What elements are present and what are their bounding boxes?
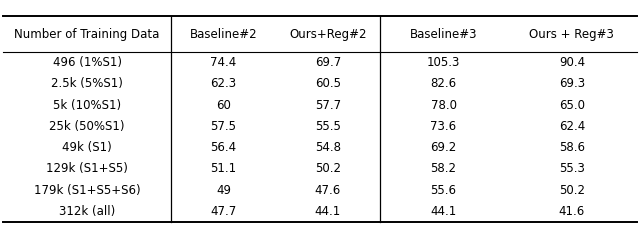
Text: Baseline#2: Baseline#2 — [189, 27, 257, 41]
Text: 44.1: 44.1 — [315, 205, 341, 218]
Text: 179k (S1+S5+S6): 179k (S1+S5+S6) — [34, 184, 140, 197]
Text: 2.5k (5%S1): 2.5k (5%S1) — [51, 77, 123, 90]
Text: 50.2: 50.2 — [559, 184, 585, 197]
Text: 49: 49 — [216, 184, 231, 197]
Text: 57.5: 57.5 — [211, 120, 236, 133]
Text: 58.2: 58.2 — [431, 162, 456, 175]
Text: 5k (10%S1): 5k (10%S1) — [53, 99, 121, 112]
Text: 78.0: 78.0 — [431, 99, 456, 112]
Text: 82.6: 82.6 — [431, 77, 456, 90]
Text: 56.4: 56.4 — [211, 141, 236, 154]
Text: 312k (all): 312k (all) — [59, 205, 115, 218]
Text: Baseline#3: Baseline#3 — [410, 27, 477, 41]
Text: 47.7: 47.7 — [211, 205, 237, 218]
Text: 50.2: 50.2 — [315, 162, 341, 175]
Text: 62.4: 62.4 — [559, 120, 585, 133]
Text: 51.1: 51.1 — [211, 162, 236, 175]
Text: 69.2: 69.2 — [431, 141, 457, 154]
Text: 60: 60 — [216, 99, 231, 112]
Text: Ours + Reg#3: Ours + Reg#3 — [529, 27, 614, 41]
Text: 55.5: 55.5 — [315, 120, 341, 133]
Text: Ours+Reg#2: Ours+Reg#2 — [289, 27, 367, 41]
Text: 57.7: 57.7 — [315, 99, 341, 112]
Text: 496 (1%S1): 496 (1%S1) — [52, 56, 122, 69]
Text: 55.3: 55.3 — [559, 162, 585, 175]
Text: 105.3: 105.3 — [427, 56, 460, 69]
Text: 60.5: 60.5 — [315, 77, 341, 90]
Text: 74.4: 74.4 — [211, 56, 237, 69]
Text: 58.6: 58.6 — [559, 141, 585, 154]
Text: 69.7: 69.7 — [315, 56, 341, 69]
Text: 54.8: 54.8 — [315, 141, 341, 154]
Text: 55.6: 55.6 — [431, 184, 456, 197]
Text: 129k (S1+S5): 129k (S1+S5) — [46, 162, 128, 175]
Text: 49k (S1): 49k (S1) — [62, 141, 112, 154]
Text: 90.4: 90.4 — [559, 56, 585, 69]
Text: 62.3: 62.3 — [211, 77, 236, 90]
Text: 73.6: 73.6 — [431, 120, 456, 133]
Text: 44.1: 44.1 — [431, 205, 457, 218]
Text: 69.3: 69.3 — [559, 77, 585, 90]
Text: 25k (50%S1): 25k (50%S1) — [49, 120, 125, 133]
Text: Number of Training Data: Number of Training Data — [15, 27, 160, 41]
Text: 47.6: 47.6 — [315, 184, 341, 197]
Text: 65.0: 65.0 — [559, 99, 585, 112]
Text: 41.6: 41.6 — [559, 205, 585, 218]
